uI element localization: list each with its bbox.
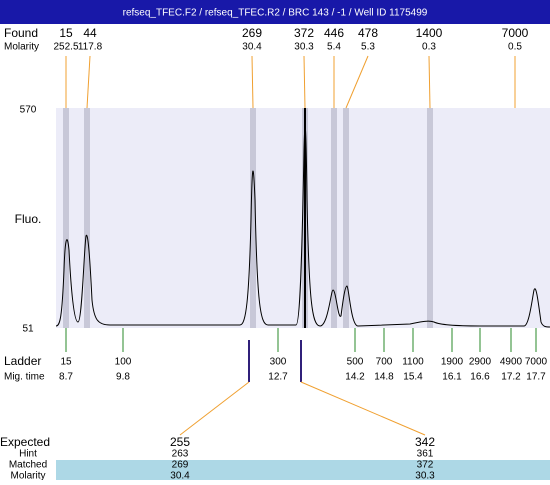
ladder-value: 100 [115, 357, 132, 368]
mig-time-value: 9.8 [116, 372, 130, 383]
found-value: 44 [83, 26, 97, 40]
title-bar [0, 0, 550, 24]
found-value: 1400 [416, 26, 443, 40]
axis-max: 570 [20, 105, 37, 116]
trace [55, 126, 550, 328]
found-label: Found [4, 26, 38, 40]
hint-value: 263 [172, 449, 189, 460]
mig-time-value: 16.6 [470, 372, 490, 383]
ladder-value: 500 [347, 357, 364, 368]
ladder-value: 7000 [525, 357, 548, 368]
expected-label: Expected [0, 435, 50, 449]
molarity-label: Molarity [4, 42, 39, 53]
mig-time-value: 17.2 [501, 372, 521, 383]
hint-label: Hint [19, 449, 37, 460]
molarity-value: 5.3 [361, 42, 375, 53]
ladder-value: 2900 [469, 357, 492, 368]
mig-time-value: 17.7 [526, 372, 546, 383]
matched-highlight [56, 460, 550, 480]
found-connector [428, 55, 431, 109]
ladder-value: 15 [60, 357, 72, 368]
peak-band [63, 108, 69, 328]
found-value: 372 [294, 26, 314, 40]
title: refseq_TFEC.F2 / refseq_TFEC.R2 / BRC 14… [123, 8, 428, 19]
found-connector [251, 55, 254, 109]
found-value: 269 [242, 26, 262, 40]
matched-value: 372 [417, 460, 434, 471]
peak-band [343, 108, 349, 328]
mig-time-value: 14.2 [345, 372, 365, 383]
found-value: 15 [59, 26, 73, 40]
expected-value: 255 [170, 435, 190, 449]
molarity-value: 0.5 [508, 42, 522, 53]
ladder-label: Ladder [4, 354, 41, 368]
matched-value: 269 [172, 460, 189, 471]
mig-time-value: 16.1 [442, 372, 462, 383]
matched-molarity-value: 30.3 [415, 471, 435, 480]
molarity-value: 117.8 [78, 42, 103, 53]
molarity-value: 252.5 [53, 42, 78, 53]
ladder-value: 4900 [500, 357, 523, 368]
ladder-value: 1100 [402, 357, 424, 368]
found-connector [86, 55, 91, 109]
peak-band [331, 108, 337, 328]
mig-time-value: 8.7 [59, 372, 73, 383]
found-value: 478 [358, 26, 378, 40]
mig-time-value: 14.8 [374, 372, 394, 383]
peak-band [250, 108, 256, 328]
matched-molarity-value: 30.4 [170, 471, 190, 480]
mig-time-value: 12.7 [268, 372, 288, 383]
molarity-value: 0.3 [422, 42, 436, 53]
molarity-value: 30.4 [242, 42, 262, 53]
molarity-value: 5.4 [327, 42, 341, 53]
expected-connector [179, 381, 250, 436]
expected-value: 342 [415, 435, 435, 449]
hint-value: 361 [417, 449, 434, 460]
found-connector [303, 55, 306, 109]
found-value: 446 [324, 26, 344, 40]
matched-label: Matched [9, 460, 47, 471]
found-connector [345, 55, 369, 109]
ladder-value: 300 [270, 357, 287, 368]
axis-label: Fluo. [15, 212, 42, 226]
mig-time-label: Mig. time [4, 372, 45, 383]
ladder-value: 1900 [441, 357, 464, 368]
expected-connector [300, 381, 426, 436]
found-value: 7000 [502, 26, 529, 40]
axis-min: 51 [22, 324, 34, 335]
molarity-label: Molarity [10, 471, 45, 480]
peak-band [427, 108, 433, 328]
ladder-value: 700 [376, 357, 393, 368]
molarity-value: 30.3 [294, 42, 314, 53]
mig-time-value: 15.4 [403, 372, 423, 383]
peak-band [84, 108, 90, 328]
